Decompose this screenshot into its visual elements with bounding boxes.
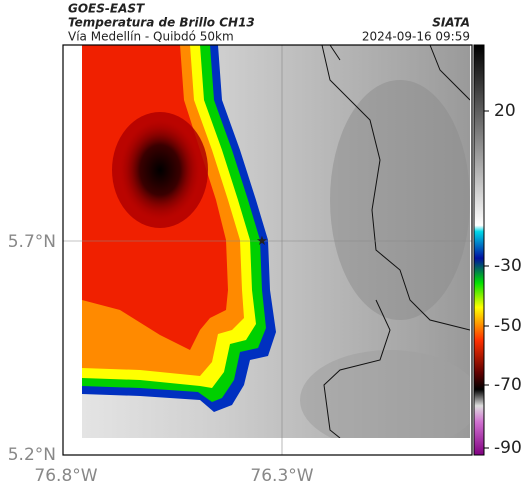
colorbar-label: -90: [494, 438, 522, 458]
x-label: 76.8°W: [34, 466, 97, 486]
agency: SIATA: [432, 16, 470, 30]
y-label: 5.7°N: [8, 232, 56, 252]
colorbar-label: -30: [494, 256, 522, 276]
map-frame: [62, 44, 473, 456]
location-marker: ★: [256, 234, 268, 249]
colorbar: [473, 44, 485, 456]
timestamp: 2024-09-16 09:59: [362, 30, 470, 44]
satellite-image: [82, 45, 470, 438]
colorbar-label: -50: [494, 316, 522, 336]
y-label: 5.2°N: [8, 445, 56, 465]
colorbar-label: 20: [494, 101, 516, 121]
x-label: 76.3°W: [250, 466, 313, 486]
title: Temperatura de Brillo CH13: [68, 16, 255, 30]
colorbar-label: -70: [494, 375, 522, 395]
subtitle: Vía Medellín - Quibdó 50km: [68, 30, 234, 44]
colorbar-ticks: 20 -30 -50 -70 -90: [484, 101, 522, 458]
source: GOES-EAST: [68, 2, 145, 16]
